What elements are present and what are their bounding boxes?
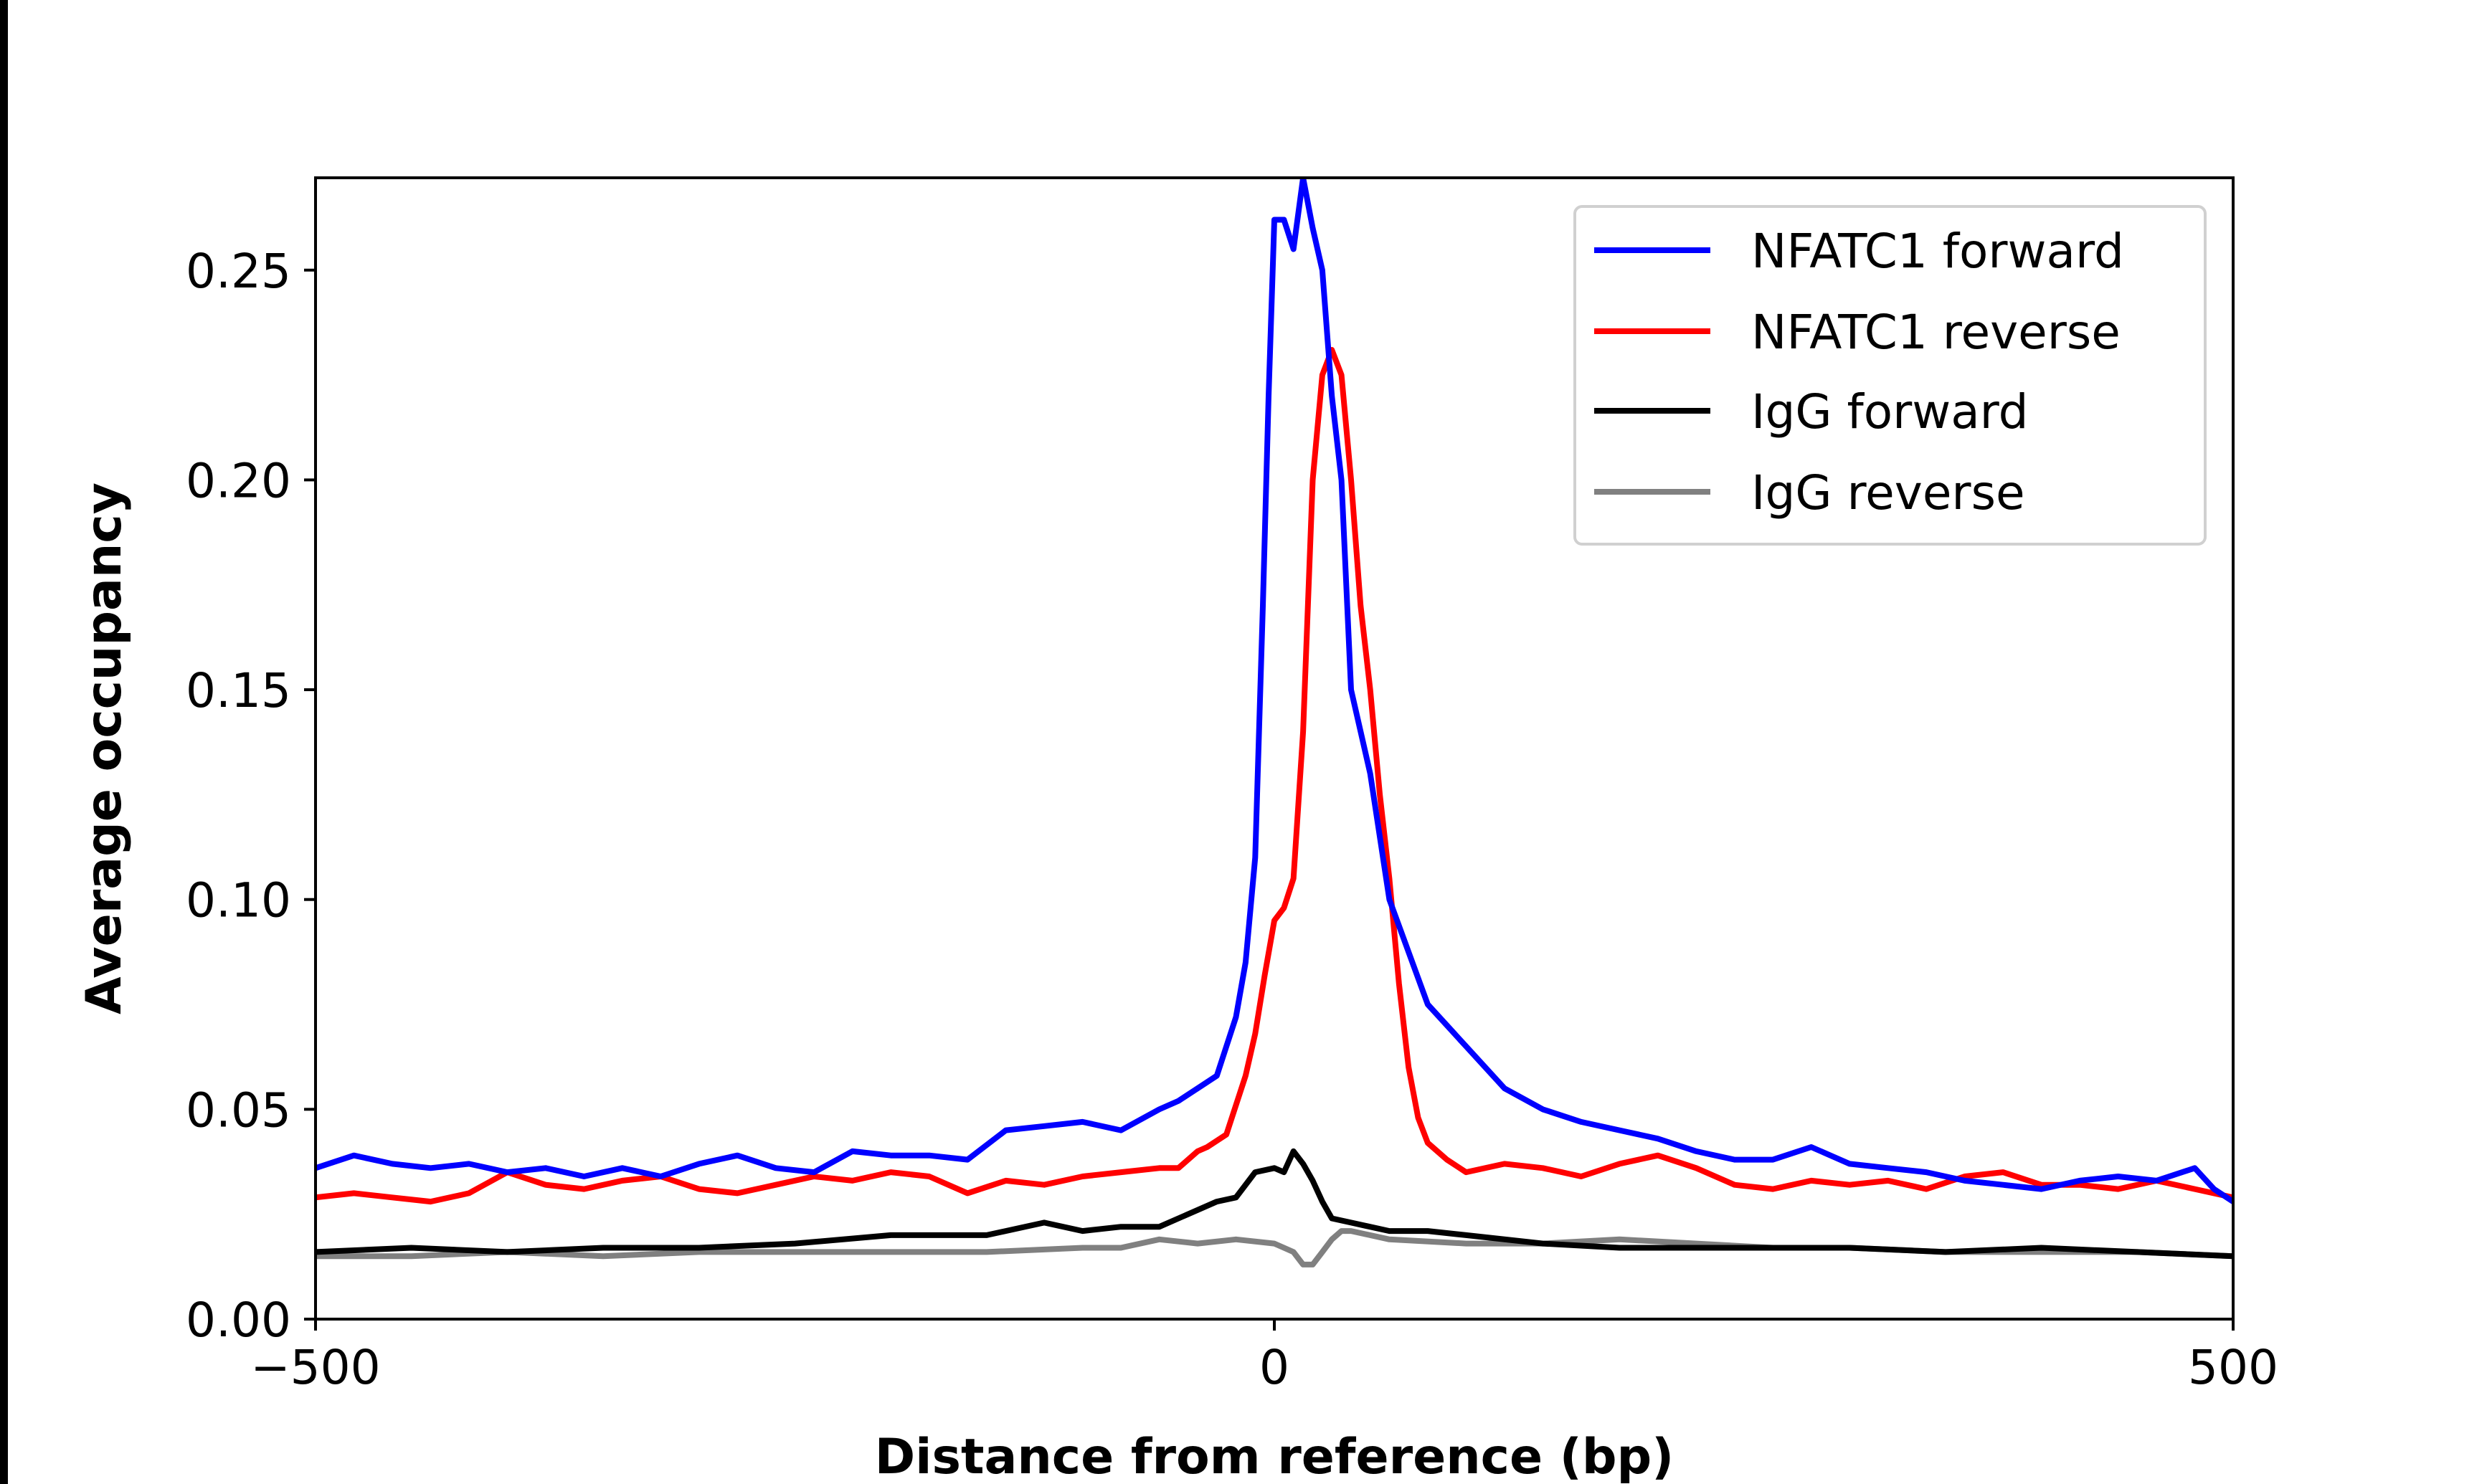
legend: NFATC1 forward NFATC1 reverse IgG forward I… xyxy=(1573,205,2207,546)
x-tick-label: −500 xyxy=(250,1340,380,1395)
legend-label: IgG reverse xyxy=(1751,465,2025,520)
legend-box xyxy=(1573,205,2207,546)
y-tick-label: 0.10 xyxy=(186,873,291,928)
legend-item: NFATC1 forward xyxy=(1594,224,2124,279)
x-tick-label: 500 xyxy=(2188,1340,2278,1395)
y-tick-label: 0.20 xyxy=(186,453,291,508)
series-line-igg-forward xyxy=(316,1148,2233,1260)
y-tick-label: 0.25 xyxy=(186,244,291,299)
series-layer xyxy=(316,178,2233,1267)
legend-label: IgG forward xyxy=(1751,384,2029,439)
series-line-nfatc1-forward xyxy=(316,178,2233,1204)
series-line-nfatc1-reverse xyxy=(316,347,2233,1205)
x-axis-label: Distance from reference (bp) xyxy=(875,1429,1674,1484)
legend-item: NFATC1 reverse xyxy=(1594,305,2121,360)
ticks-layer: −500 0 500 0.00 0.05 0.10 0.15 0.20 0.25 xyxy=(186,244,2278,1395)
legend-label: NFATC1 reverse xyxy=(1751,305,2121,360)
legend-item: IgG reverse xyxy=(1594,465,2025,520)
y-tick-label: 0.05 xyxy=(186,1083,291,1138)
left-border xyxy=(0,0,8,1484)
legend-label: NFATC1 forward xyxy=(1751,224,2124,279)
x-tick-label: 0 xyxy=(1259,1340,1289,1395)
y-tick-label: 0.00 xyxy=(186,1293,291,1348)
y-axis-label: Average occupancy xyxy=(76,482,133,1014)
legend-item: IgG forward xyxy=(1594,384,2029,439)
y-tick-label: 0.15 xyxy=(186,663,291,718)
